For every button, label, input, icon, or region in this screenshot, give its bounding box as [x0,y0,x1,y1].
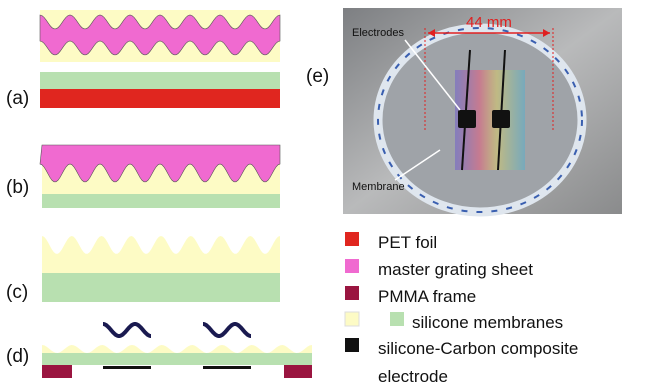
panel-label: (e) [306,66,329,87]
legend-swatch [345,286,359,300]
silicone-membrane [42,236,280,273]
pet-foil [40,89,280,108]
panel-label: (c) [6,282,28,303]
legend-swatch [390,312,404,326]
legend-swatch [345,232,359,246]
electrode [203,366,251,369]
legend-label: PMMA frame [378,287,476,306]
electrode [103,366,151,369]
silicone-membrane [42,345,312,353]
legend-label: master grating sheet [378,260,533,279]
pmma-frame [284,365,312,378]
electrode-wave [103,324,151,336]
silicone-layer [40,72,280,89]
panel-label: (b) [6,177,29,198]
silicone-layer [42,273,280,302]
panel-label: (a) [6,88,29,109]
silicone-layer [42,353,312,365]
legend-label: PET foil [378,233,437,252]
pmma-frame [42,365,72,378]
legend-label: silicone membranes [412,313,563,332]
legend-swatch [345,338,359,352]
electrode-wave [203,324,251,336]
electrode-pad [458,110,476,128]
figure: (a) (b) (c) (d) (e) 44 mm Electrodes Mem… [0,0,649,387]
electrode-pad [492,110,510,128]
photo-label: Electrodes [352,27,404,39]
legend-label: electrode [378,367,448,386]
dimension-label: 44 mm [466,14,512,31]
legend-label: silicone-Carbon composite [378,339,578,358]
photo: 44 mm Electrodes Membrane [343,8,622,214]
legend-swatch [345,312,359,326]
legend-swatch [345,259,359,273]
panel-label: (d) [6,346,29,367]
silicone-layer [42,194,280,208]
photo-label: Membrane [352,181,405,193]
